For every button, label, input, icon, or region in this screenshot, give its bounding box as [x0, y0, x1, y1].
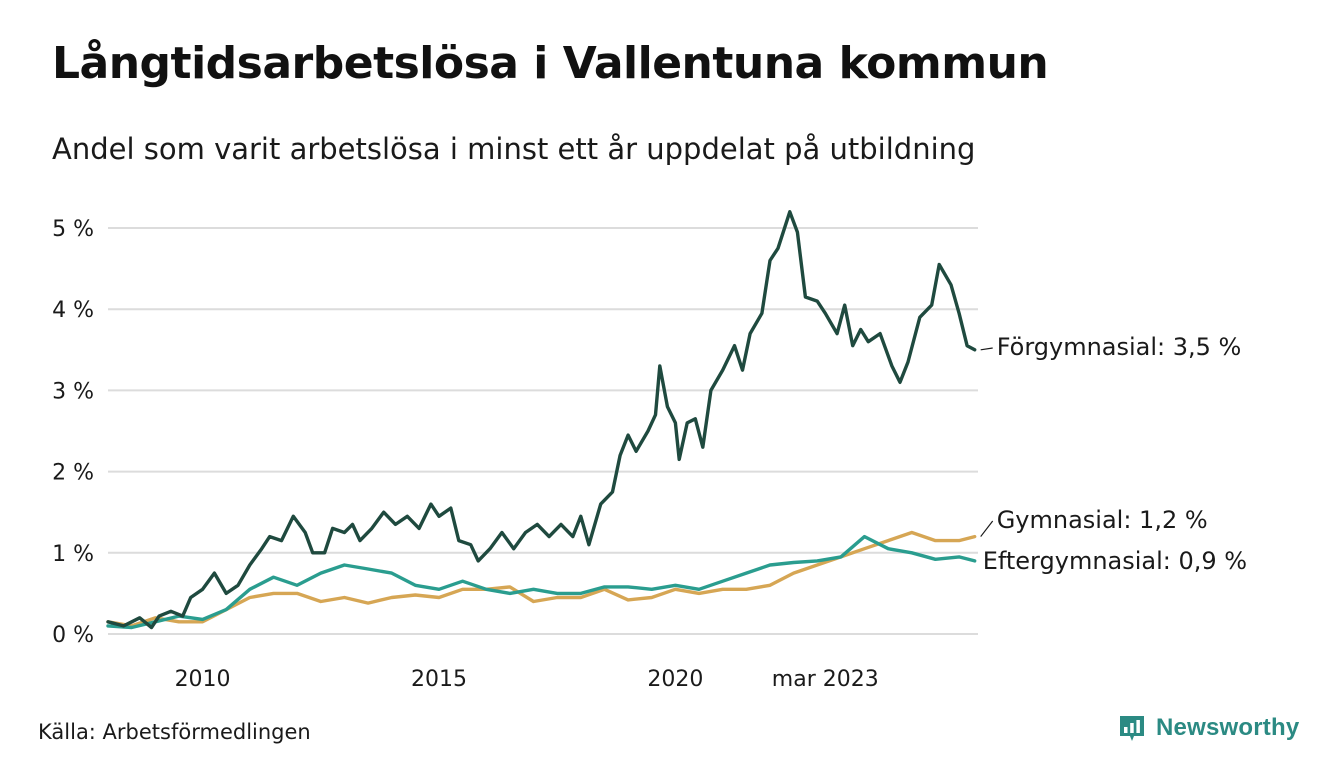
end-label-connector	[980, 347, 993, 351]
series-end-label-eftergymnasial: Eftergymnasial: 0,9 %	[983, 547, 1247, 575]
y-tick-label: 2 %	[52, 461, 94, 486]
y-tick-label: 0 %	[52, 623, 94, 648]
y-tick-label: 5 %	[52, 217, 94, 242]
source-note: Källa: Arbetsförmedlingen	[38, 720, 311, 744]
series-end-label-förgymnasial: Förgymnasial: 3,5 %	[997, 333, 1242, 361]
brand-logo[interactable]: Newsworthy	[1118, 714, 1299, 742]
y-tick-label: 1 %	[52, 542, 94, 567]
x-tick-label: 2015	[411, 667, 467, 692]
x-axis-tick-labels: 2010 2015 2020 mar 2023	[175, 667, 879, 692]
series-end-labels: Förgymnasial: 3,5 % Gymnasial: 1,2 % Efter…	[980, 333, 1247, 575]
y-axis-tick-labels: 0 % 1 % 2 % 3 % 4 % 5 %	[52, 217, 94, 648]
brand-name: Newsworthy	[1156, 714, 1300, 741]
series-line-förgymnasial	[106, 210, 977, 630]
x-tick-label: mar 2023	[772, 667, 879, 692]
y-tick-label: 3 %	[52, 379, 94, 404]
chart-subtitle: Andel som varit arbetslösa i minst ett å…	[52, 132, 976, 166]
gridlines	[108, 227, 978, 635]
x-tick-label: 2020	[647, 667, 703, 692]
series-line-eftergymnasial	[106, 534, 977, 630]
newsworthy-logo-icon	[1120, 716, 1144, 741]
series-end-label-gymnasial: Gymnasial: 1,2 %	[997, 506, 1208, 534]
series-lines	[106, 210, 977, 630]
x-tick-label: 2010	[175, 667, 231, 692]
end-label-connector	[980, 520, 994, 537]
series-line-gymnasial	[106, 530, 977, 628]
chart-title: Långtidsarbetslösa i Vallentuna kommun	[52, 38, 1049, 89]
y-tick-label: 4 %	[52, 298, 94, 323]
